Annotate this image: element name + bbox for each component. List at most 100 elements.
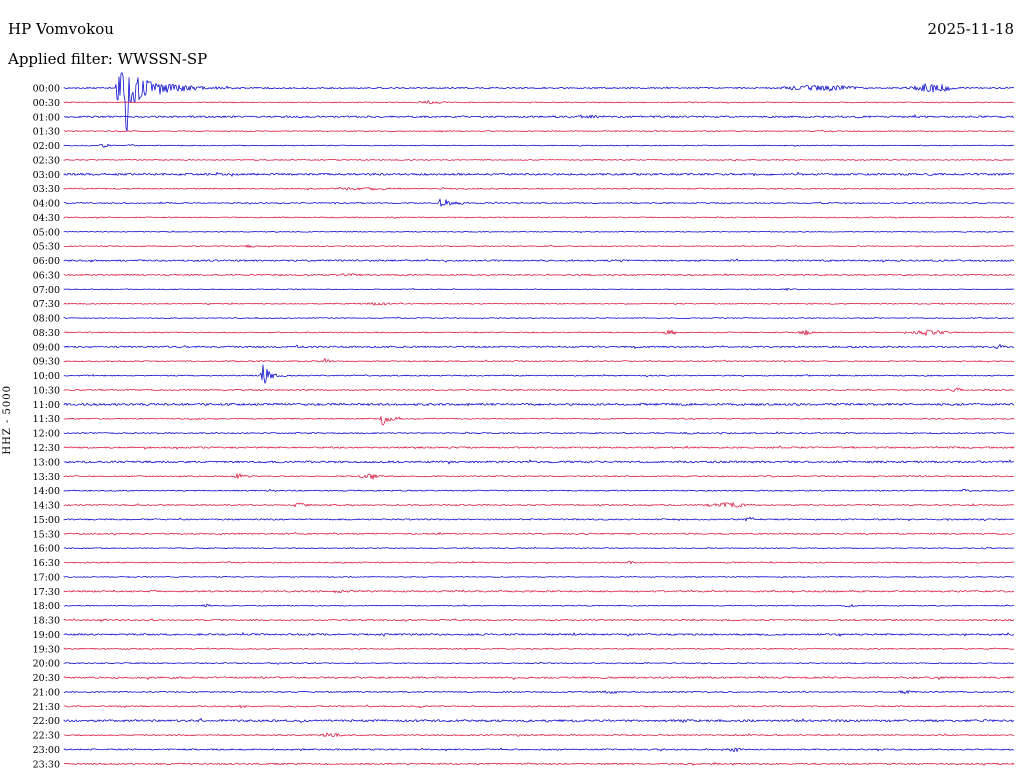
time-label: 22:00	[33, 716, 60, 727]
time-label: 22:30	[33, 731, 60, 742]
time-label: 21:00	[33, 688, 60, 699]
trace-row-1700	[63, 575, 1015, 579]
time-label: 15:00	[33, 515, 60, 526]
time-label: 08:00	[33, 314, 60, 325]
time-label: 17:00	[33, 572, 60, 583]
trace-row-1730	[63, 589, 1014, 594]
time-label: 00:30	[33, 98, 60, 109]
time-label: 15:30	[33, 529, 60, 540]
trace-row-1330	[63, 473, 1015, 480]
y-axis-label: HHZ - 5000	[2, 385, 13, 455]
trace-row-0800	[63, 316, 1015, 320]
trace-row-1530	[63, 531, 1015, 536]
time-label: 05:30	[33, 242, 60, 253]
time-label: 12:00	[33, 429, 60, 440]
trace-row-1030	[63, 387, 1015, 392]
trace-row-0930	[63, 358, 1015, 363]
time-label: 17:30	[33, 587, 60, 598]
trace-row-1230	[63, 445, 1015, 450]
trace-row-2300	[63, 747, 1015, 753]
trace-row-2330	[63, 762, 1015, 766]
time-label: 07:00	[33, 285, 60, 296]
time-label: 00:00	[33, 84, 60, 95]
time-label: 01:30	[33, 127, 60, 138]
trace-row-0730	[63, 302, 1015, 306]
trace-row-2200	[63, 718, 1015, 723]
time-label: 16:30	[33, 558, 60, 569]
time-label: 04:00	[33, 199, 60, 210]
trace-row-2100	[63, 690, 1015, 694]
time-label: 06:30	[33, 270, 60, 281]
time-label: 10:00	[33, 371, 60, 382]
time-label: 09:00	[33, 342, 60, 353]
time-label: 01:00	[33, 112, 60, 123]
time-label: 03:30	[33, 184, 60, 195]
time-label: 23:30	[33, 759, 60, 770]
trace-row-1500	[63, 516, 1015, 522]
trace-row-0400	[63, 198, 1015, 207]
time-label: 16:00	[33, 544, 60, 555]
time-label: 19:00	[33, 630, 60, 641]
trace-row-1000	[63, 364, 1015, 384]
time-label: 02:30	[33, 155, 60, 166]
station-title: HP Vomvokou	[8, 20, 114, 38]
trace-row-0330	[63, 186, 1015, 191]
trace-row-1200	[63, 431, 1015, 435]
time-label: 19:30	[33, 644, 60, 655]
trace-row-1800	[63, 603, 1015, 608]
trace-row-0430	[63, 215, 1015, 219]
time-label: 06:00	[33, 256, 60, 267]
trace-row-0500	[63, 230, 1015, 233]
trace-row-0000	[63, 72, 1015, 132]
trace-row-1400	[63, 488, 1015, 492]
time-label: 13:00	[33, 457, 60, 468]
time-label: 13:30	[33, 472, 60, 483]
time-label: 11:00	[33, 400, 60, 411]
trace-row-2130	[63, 704, 1015, 709]
trace-row-1300	[63, 459, 1015, 465]
trace-row-1130	[63, 415, 1015, 426]
trace-row-0900	[63, 343, 1015, 350]
trace-row-0230	[63, 158, 1015, 162]
time-label: 07:30	[33, 299, 60, 310]
trace-row-2030	[63, 675, 1015, 680]
trace-row-0130	[63, 129, 1015, 133]
time-label: 09:30	[33, 357, 60, 368]
time-label: 14:30	[33, 501, 60, 512]
time-label: 14:00	[33, 486, 60, 497]
time-label: 12:30	[33, 443, 60, 454]
time-label: 20:30	[33, 673, 60, 684]
trace-row-1900	[63, 632, 1015, 637]
time-label: 08:30	[33, 328, 60, 339]
trace-row-0300	[63, 171, 1015, 177]
time-label: 04:30	[33, 213, 60, 224]
trace-row-0200	[63, 143, 1015, 148]
trace-row-0600	[63, 258, 1015, 263]
time-label: 23:00	[33, 745, 60, 756]
trace-row-0830	[63, 329, 1015, 336]
trace-row-2000	[63, 661, 1015, 665]
time-label: 18:30	[33, 616, 60, 627]
trace-row-1830	[63, 618, 1015, 622]
trace-row-1630	[63, 560, 1015, 565]
trace-row-0630	[63, 273, 1015, 277]
trace-row-0100	[63, 114, 1015, 119]
time-label: 10:30	[33, 386, 60, 397]
date-label: 2025-11-18	[927, 20, 1014, 38]
time-label: 03:00	[33, 170, 60, 181]
trace-row-1100	[63, 402, 1015, 407]
trace-row-0530	[63, 244, 1015, 248]
filter-label: Applied filter: WWSSN-SP	[8, 50, 208, 68]
trace-row-0700	[63, 287, 1015, 291]
trace-row-0030	[63, 100, 1015, 105]
time-label: 11:30	[33, 414, 60, 425]
trace-row-1600	[63, 547, 1015, 550]
trace-row-2230	[63, 732, 1015, 738]
time-label: 21:30	[33, 702, 60, 713]
time-label: 20:00	[33, 659, 60, 670]
trace-row-1930	[63, 647, 1015, 651]
trace-row-1430	[63, 502, 1015, 508]
time-label: 05:00	[33, 227, 60, 238]
time-label: 18:00	[33, 601, 60, 612]
